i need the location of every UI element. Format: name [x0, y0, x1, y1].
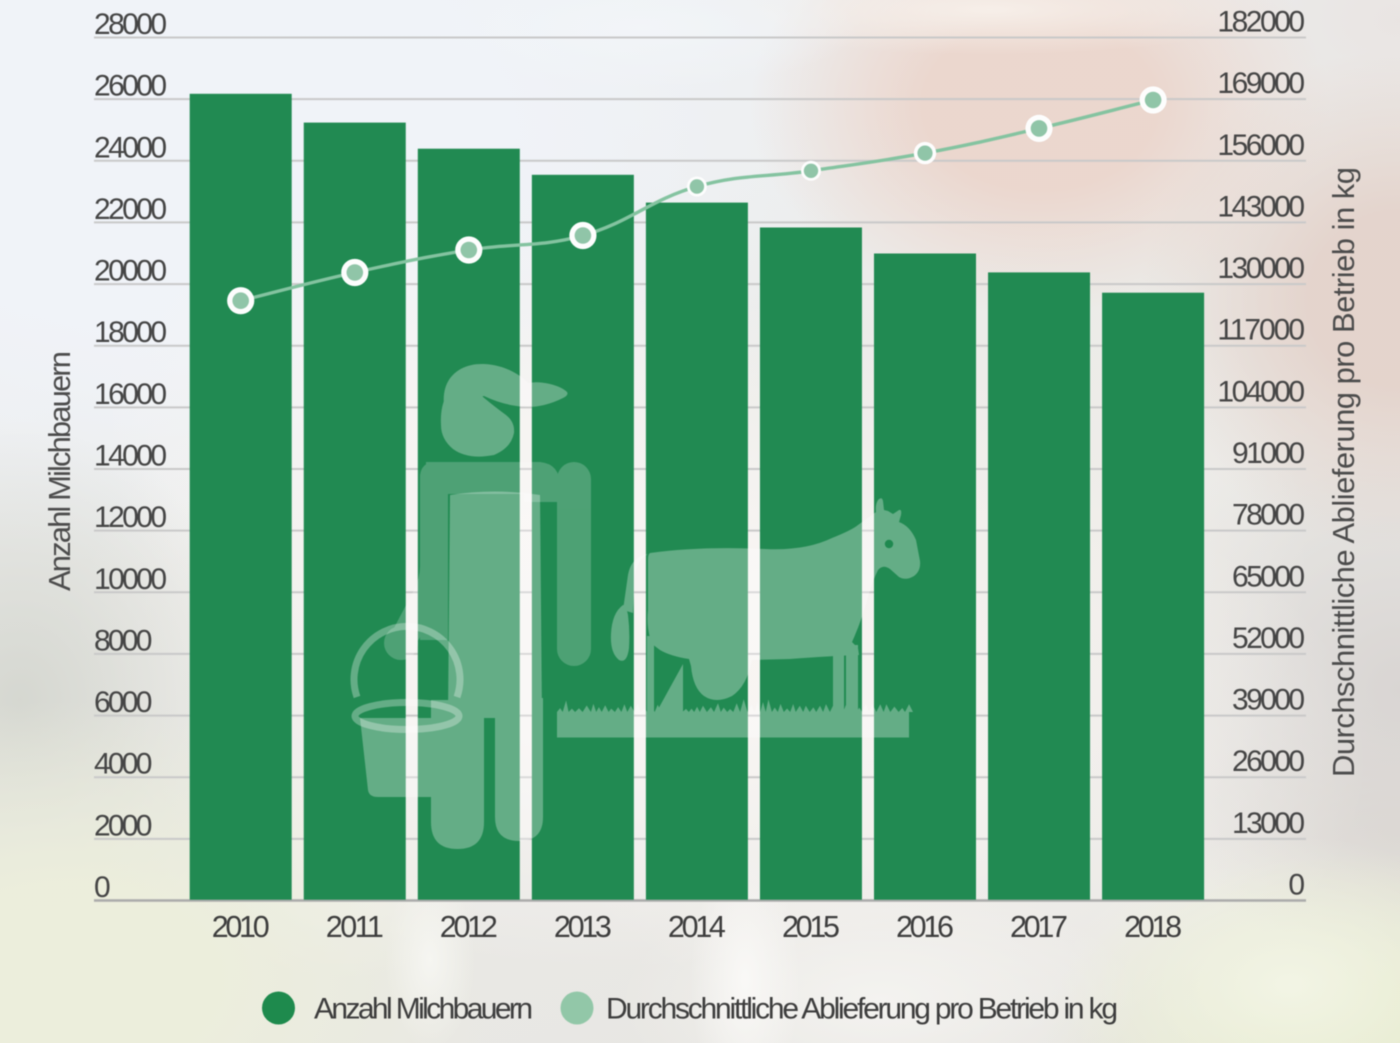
- svg-text:4000: 4000: [94, 748, 152, 781]
- svg-text:169000: 169000: [1217, 67, 1305, 100]
- svg-text:Anzahl Milchbauern: Anzahl Milchbauern: [314, 993, 533, 1026]
- svg-text:2010: 2010: [212, 910, 270, 944]
- svg-text:91000: 91000: [1232, 437, 1305, 470]
- svg-text:2017: 2017: [1010, 910, 1068, 944]
- svg-text:10000: 10000: [94, 563, 167, 596]
- svg-text:8000: 8000: [94, 624, 152, 657]
- svg-text:65000: 65000: [1232, 560, 1305, 593]
- svg-text:24000: 24000: [94, 131, 167, 164]
- svg-text:Anzahl Milchbauern: Anzahl Milchbauern: [42, 351, 77, 591]
- svg-text:2011: 2011: [326, 910, 384, 944]
- svg-text:22000: 22000: [94, 193, 167, 226]
- svg-text:0: 0: [94, 871, 111, 904]
- svg-text:2013: 2013: [554, 910, 612, 944]
- svg-text:143000: 143000: [1217, 190, 1305, 223]
- svg-text:130000: 130000: [1217, 252, 1305, 285]
- svg-text:78000: 78000: [1232, 499, 1305, 532]
- svg-text:26000: 26000: [94, 70, 167, 103]
- svg-text:16000: 16000: [94, 378, 167, 411]
- svg-text:18000: 18000: [94, 316, 167, 349]
- svg-text:2014: 2014: [668, 910, 726, 944]
- svg-text:2018: 2018: [1124, 910, 1182, 944]
- svg-text:20000: 20000: [94, 255, 167, 288]
- svg-text:52000: 52000: [1232, 622, 1305, 655]
- svg-text:2015: 2015: [782, 910, 840, 944]
- svg-text:117000: 117000: [1217, 314, 1305, 347]
- svg-text:28000: 28000: [94, 8, 167, 41]
- svg-text:13000: 13000: [1232, 807, 1305, 840]
- svg-text:182000: 182000: [1217, 6, 1305, 39]
- svg-text:2000: 2000: [94, 809, 152, 842]
- svg-text:2012: 2012: [440, 910, 498, 944]
- svg-text:Durchschnittliche Ablieferung: Durchschnittliche Ablieferung pro Betrie…: [1326, 167, 1361, 777]
- svg-text:Durchschnittliche Ablieferung: Durchschnittliche Ablieferung pro Betrie…: [606, 993, 1118, 1026]
- svg-text:6000: 6000: [94, 686, 152, 719]
- svg-text:0: 0: [1288, 869, 1305, 902]
- svg-text:156000: 156000: [1217, 129, 1305, 162]
- svg-text:12000: 12000: [94, 501, 167, 534]
- svg-text:26000: 26000: [1232, 745, 1305, 778]
- svg-text:104000: 104000: [1217, 375, 1305, 408]
- svg-text:39000: 39000: [1232, 684, 1305, 717]
- svg-text:14000: 14000: [94, 440, 167, 473]
- svg-text:2016: 2016: [896, 910, 954, 944]
